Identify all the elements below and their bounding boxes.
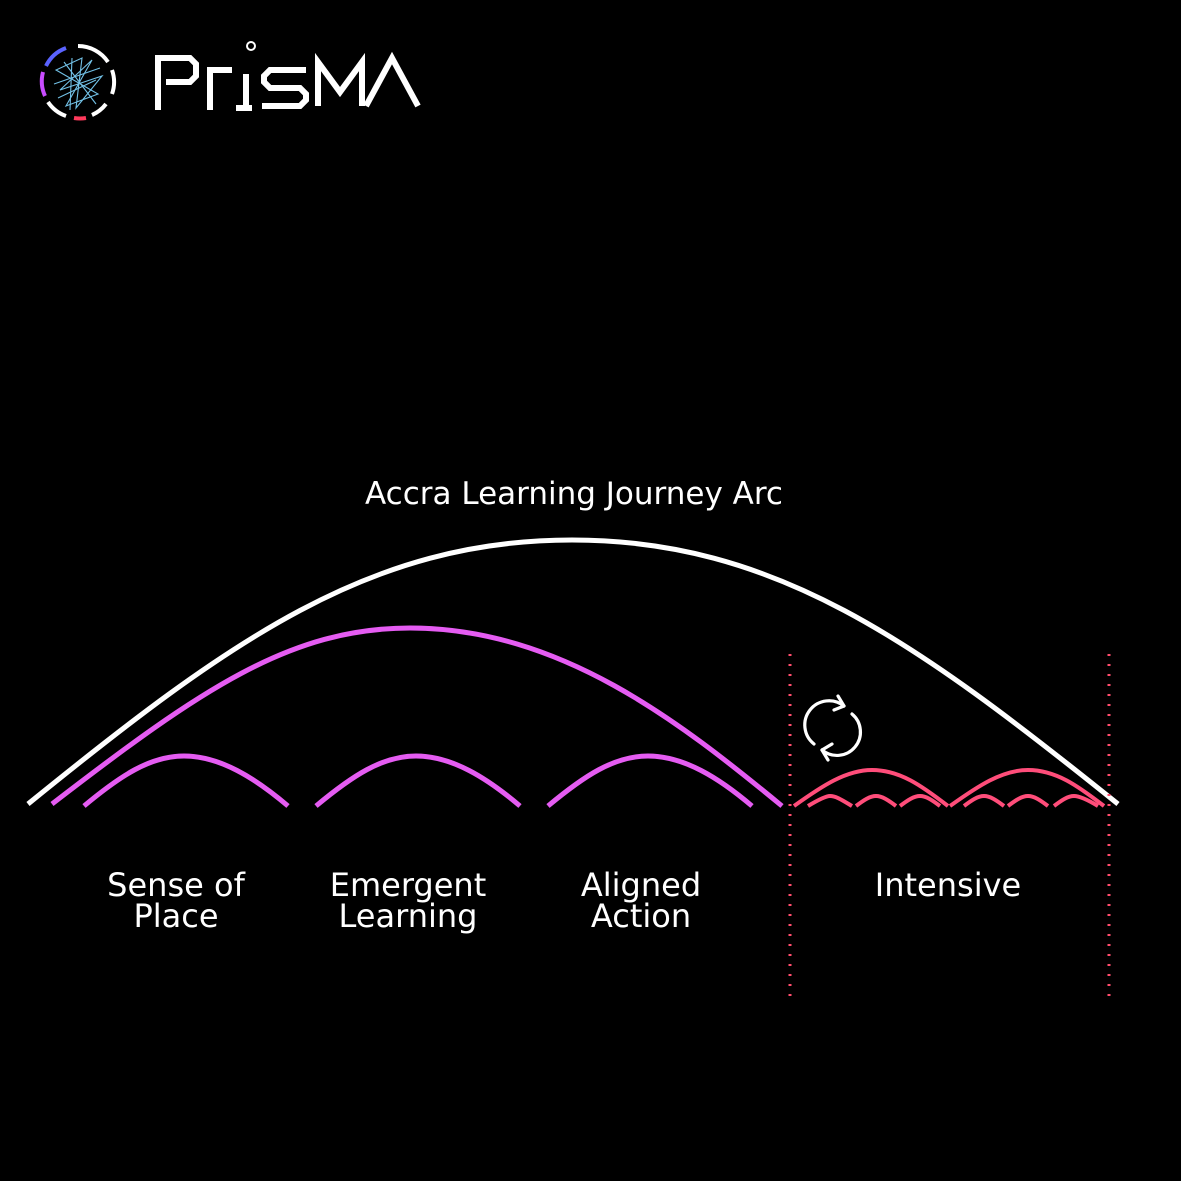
overall-arc xyxy=(26,537,1120,806)
refresh-cycle-icon xyxy=(803,694,863,762)
stage-label-line: Place xyxy=(133,897,219,935)
intensive-arcs xyxy=(792,767,1106,808)
stage-label-line: Emergent xyxy=(329,866,487,904)
stage-label-line: Action xyxy=(590,897,692,935)
prisma-wordmark xyxy=(155,41,421,111)
stage-label-line: Intensive xyxy=(874,866,1022,904)
stage-label-intensive: Intensive xyxy=(848,866,1048,904)
stage-label-sense-of-place: Sense of Place xyxy=(76,866,276,935)
diagram-title: Accra Learning Journey Arc xyxy=(365,476,783,512)
stage-label-line: Sense of xyxy=(107,866,245,904)
stage-label-line: Learning xyxy=(338,897,478,935)
stage-label-emergent-learning: Emergent Learning xyxy=(308,866,508,935)
big-phase-arc xyxy=(50,625,784,808)
phase-arc-sense-of-place xyxy=(82,753,290,808)
phase-arc-aligned-action xyxy=(546,753,754,808)
phase-arc-emergent-learning xyxy=(314,753,522,808)
stage-label-line: Aligned xyxy=(580,866,702,904)
stage-label-aligned-action: Aligned Action xyxy=(541,866,741,935)
prisma-ring-logo-icon xyxy=(39,43,116,121)
